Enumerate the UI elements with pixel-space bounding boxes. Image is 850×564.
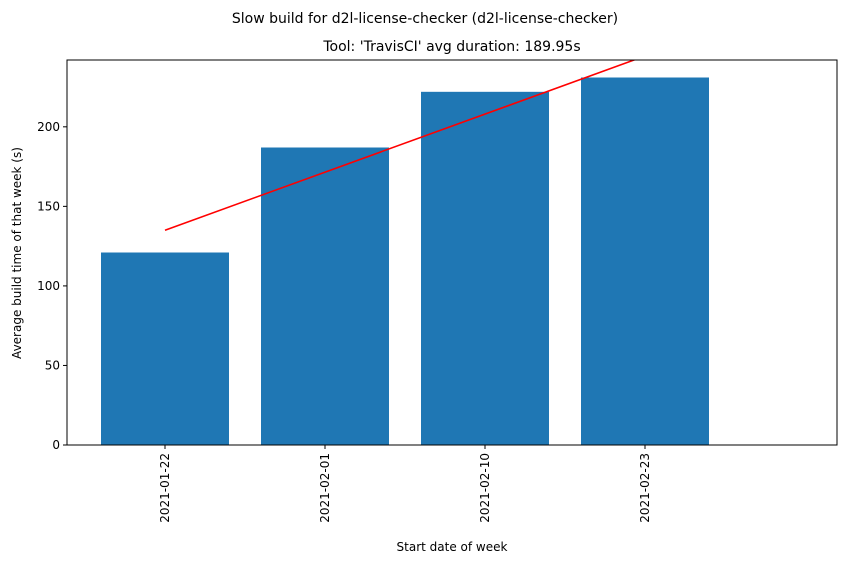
x-tick-label-2021-02-01: 2021-02-01	[318, 453, 332, 523]
bar-2021-02-10	[421, 91, 549, 445]
x-tick-label-2021-02-23: 2021-02-23	[638, 453, 652, 523]
x-axis-label: Start date of week	[397, 540, 508, 554]
chart-suptitle: Slow build for d2l-license-checker (d2l-…	[232, 11, 618, 27]
plot-area: 0 50 100 150 200 2021-01-22 2021-02-01 2021-02-…	[37, 59, 838, 523]
x-tick-label-2021-01-22: 2021-01-22	[158, 453, 172, 523]
y-tick-label: 100	[37, 279, 60, 293]
y-tick-label: 200	[37, 120, 60, 134]
axes-frame	[66, 59, 838, 446]
x-tick-label-2021-02-10: 2021-02-10	[478, 453, 492, 523]
bar-2021-02-23	[581, 77, 709, 445]
y-tick-label: 150	[37, 199, 60, 213]
chart-title: Tool: 'TravisCI' avg duration: 189.95s	[322, 39, 580, 55]
plot-marks	[101, 60, 709, 445]
y-axis-label: Average build time of that week (s)	[10, 147, 24, 359]
y-tick-label: 50	[45, 358, 60, 372]
bar-2021-01-22	[101, 252, 229, 445]
trend-line	[164, 60, 637, 231]
y-tick-label: 0	[52, 438, 60, 452]
bar-2021-02-01	[261, 147, 389, 445]
